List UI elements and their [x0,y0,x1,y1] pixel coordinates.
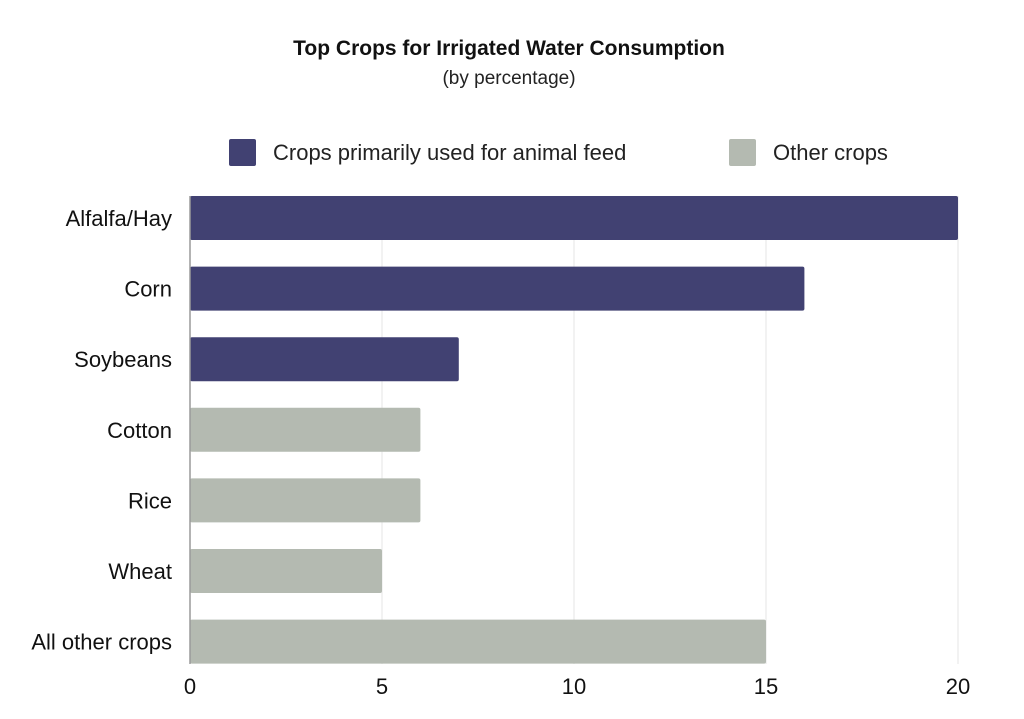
bars [190,196,958,664]
bar [190,337,459,382]
gridlines [381,196,959,664]
bar [190,407,421,452]
x-tick-label: 10 [562,674,586,699]
legend: Crops primarily used for animal feed Oth… [229,139,888,166]
category-label: Wheat [108,559,172,584]
bar [190,266,805,311]
x-tick-label: 5 [376,674,388,699]
chart-title: Top Crops for Irrigated Water Consumptio… [293,37,725,60]
category-label: Alfalfa/Hay [66,206,172,231]
category-label: Cotton [107,418,172,443]
chart-subtitle: (by percentage) [442,68,575,89]
category-label: Rice [128,488,172,513]
bar [190,549,382,593]
legend-swatch-other [729,139,756,166]
category-label: Corn [124,277,172,302]
bar [190,196,958,240]
x-tick-label: 15 [754,674,778,699]
category-label: All other crops [31,630,172,655]
category-label: Soybeans [74,347,172,372]
bar [190,619,766,664]
x-tick-label: 0 [184,674,196,699]
legend-label-feed: Crops primarily used for animal feed [273,140,626,165]
x-axis-ticks: 0 5 10 15 20 [184,674,970,699]
category-labels: Alfalfa/Hay Corn Soybeans Cotton Rice Wheat Al… [31,206,172,655]
x-tick-label: 20 [946,674,970,699]
legend-swatch-feed [229,139,256,166]
legend-label-other: Other crops [773,140,888,165]
bar [190,478,421,523]
